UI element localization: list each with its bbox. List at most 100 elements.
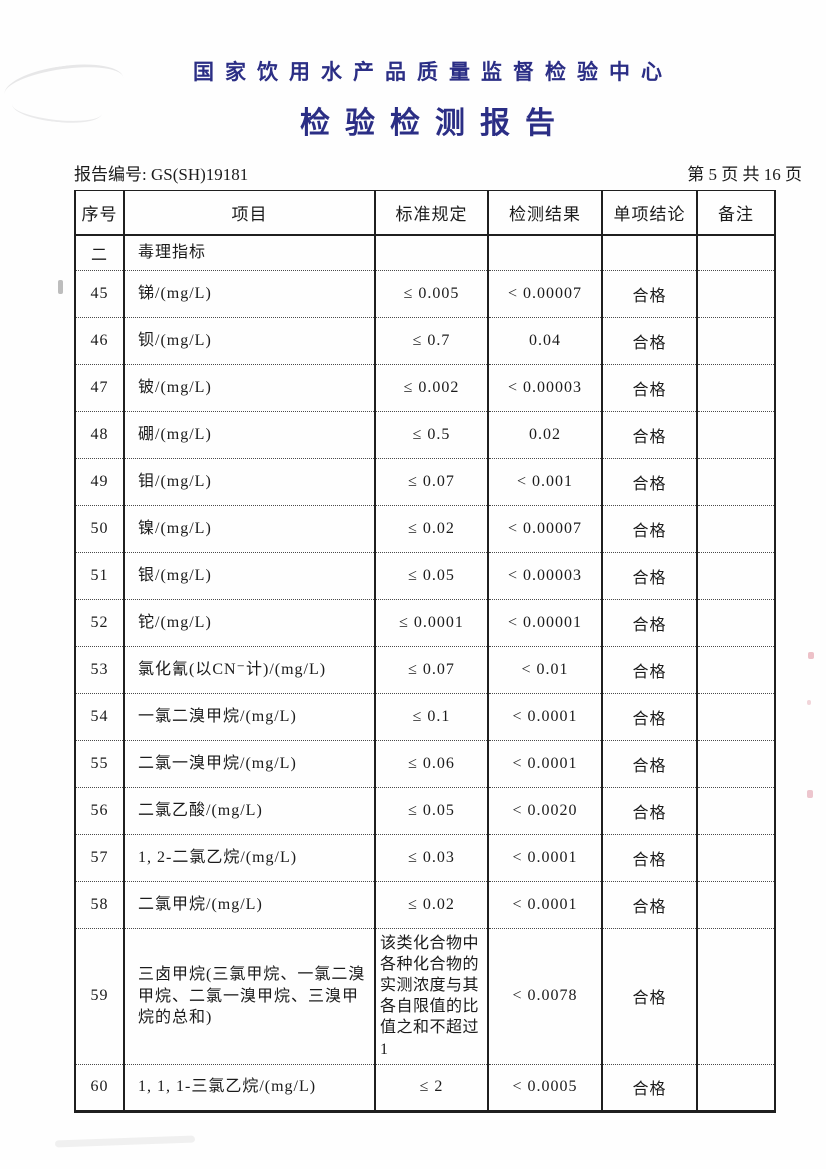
cell-seq: 56	[75, 787, 124, 835]
section-row: 二毒理指标	[75, 234, 775, 271]
cell-result: < 0.0001	[487, 881, 602, 929]
header-row: 序号 项目 标准规定 检测结果 单项结论 备注	[75, 190, 775, 236]
table-row: 48 硼/(mg/L) ≤ 0.5 0.02 合格	[75, 411, 775, 459]
cell-item: 钼/(mg/L)	[123, 458, 375, 506]
cell-item: 氯化氰(以CN⁻计)/(mg/L)	[123, 646, 375, 694]
cell-seq: 47	[75, 364, 124, 412]
cell-result: < 0.0001	[487, 834, 602, 882]
cell-seq: 54	[75, 693, 124, 741]
cell-result: 0.02	[487, 411, 602, 459]
cell-item: 1, 2-二氯乙烷/(mg/L)	[123, 834, 375, 882]
cell-standard: ≤ 0.002	[374, 364, 488, 412]
cell-conclusion: 合格	[601, 646, 697, 694]
cell-conclusion: 合格	[601, 599, 697, 647]
cell-seq: 52	[75, 599, 124, 647]
cell-seq: 49	[75, 458, 124, 506]
cell-remark	[696, 834, 775, 882]
cell-remark	[696, 505, 775, 553]
report-title: 检验检测报告	[300, 107, 570, 140]
cell-standard: ≤ 0.02	[374, 881, 488, 929]
org-name: 国家饮用水产品质量监督检验中心	[193, 60, 673, 84]
cell-conclusion: 合格	[601, 787, 697, 835]
cell-remark	[696, 552, 775, 600]
cell-conclusion: 合格	[601, 1063, 697, 1112]
cell-conclusion: 合格	[601, 317, 697, 365]
cell-standard: ≤ 0.7	[374, 317, 488, 365]
table-row: 47 铍/(mg/L) ≤ 0.002 < 0.00003 合格	[75, 364, 775, 412]
cell-result: < 0.00007	[487, 270, 602, 318]
cell-item: 二氯乙酸/(mg/L)	[123, 787, 375, 835]
table-row: 59 三卤甲烷(三氯甲烷、一氯二溴甲烷、二氯一溴甲烷、三溴甲烷的总和) 该类化合物中…	[75, 928, 775, 1065]
cell-seq: 46	[75, 317, 124, 365]
header-result: 检测结果	[487, 190, 602, 236]
table-row: 49 钼/(mg/L) ≤ 0.07 < 0.001 合格	[75, 458, 775, 506]
cell-seq: 48	[75, 411, 124, 459]
cell-result: < 0.0020	[487, 787, 602, 835]
header-seq: 序号	[75, 190, 124, 236]
cell-item: 硼/(mg/L)	[123, 411, 375, 459]
cell-standard: ≤ 0.0001	[374, 599, 488, 647]
cell-item: 锑/(mg/L)	[123, 270, 375, 318]
cell-standard: ≤ 0.07	[374, 646, 488, 694]
results-table-head: 序号 项目 标准规定 检测结果 单项结论 备注	[75, 190, 775, 236]
cell-result: < 0.0005	[487, 1063, 602, 1112]
cell-standard: ≤ 0.07	[374, 458, 488, 506]
cell-conclusion: 合格	[601, 411, 697, 459]
cell-remark	[696, 928, 775, 1065]
results-table: 序号 项目 标准规定 检测结果 单项结论 备注 二毒理指标 45 锑/(mg/L) ≤…	[74, 190, 776, 1113]
cell-remark	[696, 881, 775, 929]
header-standard: 标准规定	[374, 190, 488, 236]
cell-item: 二氯一溴甲烷/(mg/L)	[123, 740, 375, 788]
cell-remark	[696, 234, 775, 271]
cell-result: < 0.0001	[487, 740, 602, 788]
header-remark: 备注	[696, 190, 775, 236]
cell-result: 0.04	[487, 317, 602, 365]
cell-conclusion: 合格	[601, 881, 697, 929]
cell-seq: 57	[75, 834, 124, 882]
cell-conclusion: 合格	[601, 270, 697, 318]
cell-item: 铊/(mg/L)	[123, 599, 375, 647]
cell-standard: ≤ 2	[374, 1063, 488, 1112]
table-row: 50 镍/(mg/L) ≤ 0.02 < 0.00007 合格	[75, 505, 775, 553]
cell-result: < 0.00007	[487, 505, 602, 553]
cell-result: < 0.00001	[487, 599, 602, 647]
cell-standard: ≤ 0.005	[374, 270, 488, 318]
cell-seq: 58	[75, 881, 124, 929]
cell-result: < 0.0078	[487, 928, 602, 1065]
cell-conclusion: 合格	[601, 458, 697, 506]
cell-conclusion: 合格	[601, 693, 697, 741]
cell-remark	[696, 270, 775, 318]
table-row: 46 钡/(mg/L) ≤ 0.7 0.04 合格	[75, 317, 775, 365]
cell-standard: ≤ 0.03	[374, 834, 488, 882]
scan-stamp-bleed-1	[808, 652, 814, 659]
cell-item: 铍/(mg/L)	[123, 364, 375, 412]
report-number: 报告编号: GS(SH)19181	[74, 165, 249, 184]
cell-result: < 0.00003	[487, 364, 602, 412]
cell-remark	[696, 317, 775, 365]
cell-item: 毒理指标	[123, 234, 375, 271]
cell-conclusion: 合格	[601, 740, 697, 788]
scan-stamp-bleed-3	[807, 790, 813, 798]
cell-standard: ≤ 0.02	[374, 505, 488, 553]
table-row: 51 银/(mg/L) ≤ 0.05 < 0.00003 合格	[75, 552, 775, 600]
cell-result	[487, 234, 602, 271]
cell-seq: 55	[75, 740, 124, 788]
cell-item: 1, 1, 1-三氯乙烷/(mg/L)	[123, 1063, 375, 1112]
cell-remark	[696, 646, 775, 694]
cell-conclusion: 合格	[601, 552, 697, 600]
cell-remark	[696, 1063, 775, 1112]
cell-remark	[696, 411, 775, 459]
table-row: 52 铊/(mg/L) ≤ 0.0001 < 0.00001 合格	[75, 599, 775, 647]
cell-conclusion: 合格	[601, 834, 697, 882]
table-row: 45 锑/(mg/L) ≤ 0.005 < 0.00007 合格	[75, 270, 775, 318]
cell-item: 二氯甲烷/(mg/L)	[123, 881, 375, 929]
cell-remark	[696, 787, 775, 835]
cell-standard	[374, 234, 488, 271]
cell-item: 镍/(mg/L)	[123, 505, 375, 553]
cell-remark	[696, 458, 775, 506]
report-meta-row: 报告编号: GS(SH)19181 第 5 页 共 16 页	[0, 160, 826, 185]
cell-standard: ≤ 0.5	[374, 411, 488, 459]
cell-seq: 60	[75, 1063, 124, 1112]
cell-seq: 59	[75, 928, 124, 1065]
